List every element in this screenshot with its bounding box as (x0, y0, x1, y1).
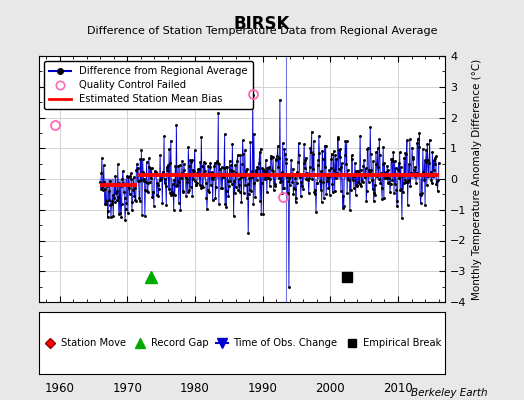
Text: 1990: 1990 (248, 382, 278, 395)
Legend: Station Move, Record Gap, Time of Obs. Change, Empirical Break: Station Move, Record Gap, Time of Obs. C… (43, 338, 441, 348)
Text: 1960: 1960 (45, 382, 74, 395)
Text: Berkeley Earth: Berkeley Earth (411, 388, 487, 398)
Legend: Difference from Regional Average, Quality Control Failed, Estimated Station Mean: Difference from Regional Average, Qualit… (45, 61, 253, 109)
Text: 1970: 1970 (112, 382, 142, 395)
Text: BIRSK: BIRSK (234, 15, 290, 33)
Text: 1980: 1980 (180, 382, 210, 395)
Y-axis label: Monthly Temperature Anomaly Difference (°C): Monthly Temperature Anomaly Difference (… (472, 58, 482, 300)
Text: Difference of Station Temperature Data from Regional Average: Difference of Station Temperature Data f… (87, 26, 437, 36)
Text: 2010: 2010 (383, 382, 413, 395)
Text: 2000: 2000 (315, 382, 345, 395)
